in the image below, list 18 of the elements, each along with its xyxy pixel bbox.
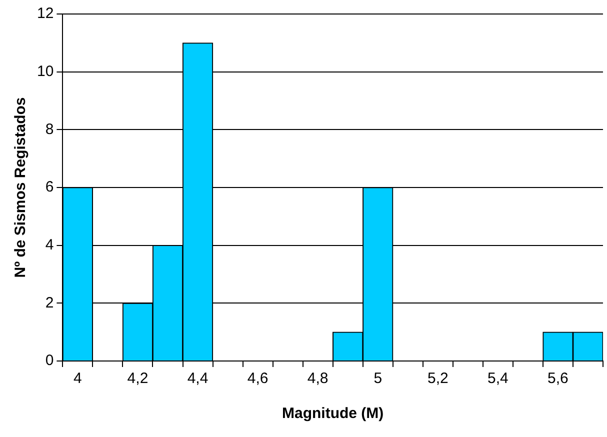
x-tick-label: 5,2 xyxy=(427,370,448,388)
x-tick-label: 4 xyxy=(74,370,82,388)
x-tick-label: 5 xyxy=(374,370,382,388)
y-tick-label: 2 xyxy=(45,294,54,312)
y-tick-label: 8 xyxy=(45,120,54,138)
x-tick-label: 5,4 xyxy=(488,370,508,388)
y-tick-label: 10 xyxy=(36,62,54,80)
y-axis-title: Nº de Sismos Registados xyxy=(12,97,30,278)
x-tick-label: 4,6 xyxy=(247,370,268,388)
y-tick-label: 4 xyxy=(45,236,54,254)
x-tick-label: 4,4 xyxy=(187,370,208,388)
x-tick-label: 5,6 xyxy=(548,370,568,388)
x-tick-label: 4,8 xyxy=(307,370,328,388)
y-tick-label: 0 xyxy=(45,352,54,370)
y-tick-label: 12 xyxy=(36,5,54,22)
y-tick-label: 6 xyxy=(45,178,54,196)
x-tick-label: 4,2 xyxy=(127,370,148,388)
x-axis-title: Magnitude (M) xyxy=(282,405,384,422)
